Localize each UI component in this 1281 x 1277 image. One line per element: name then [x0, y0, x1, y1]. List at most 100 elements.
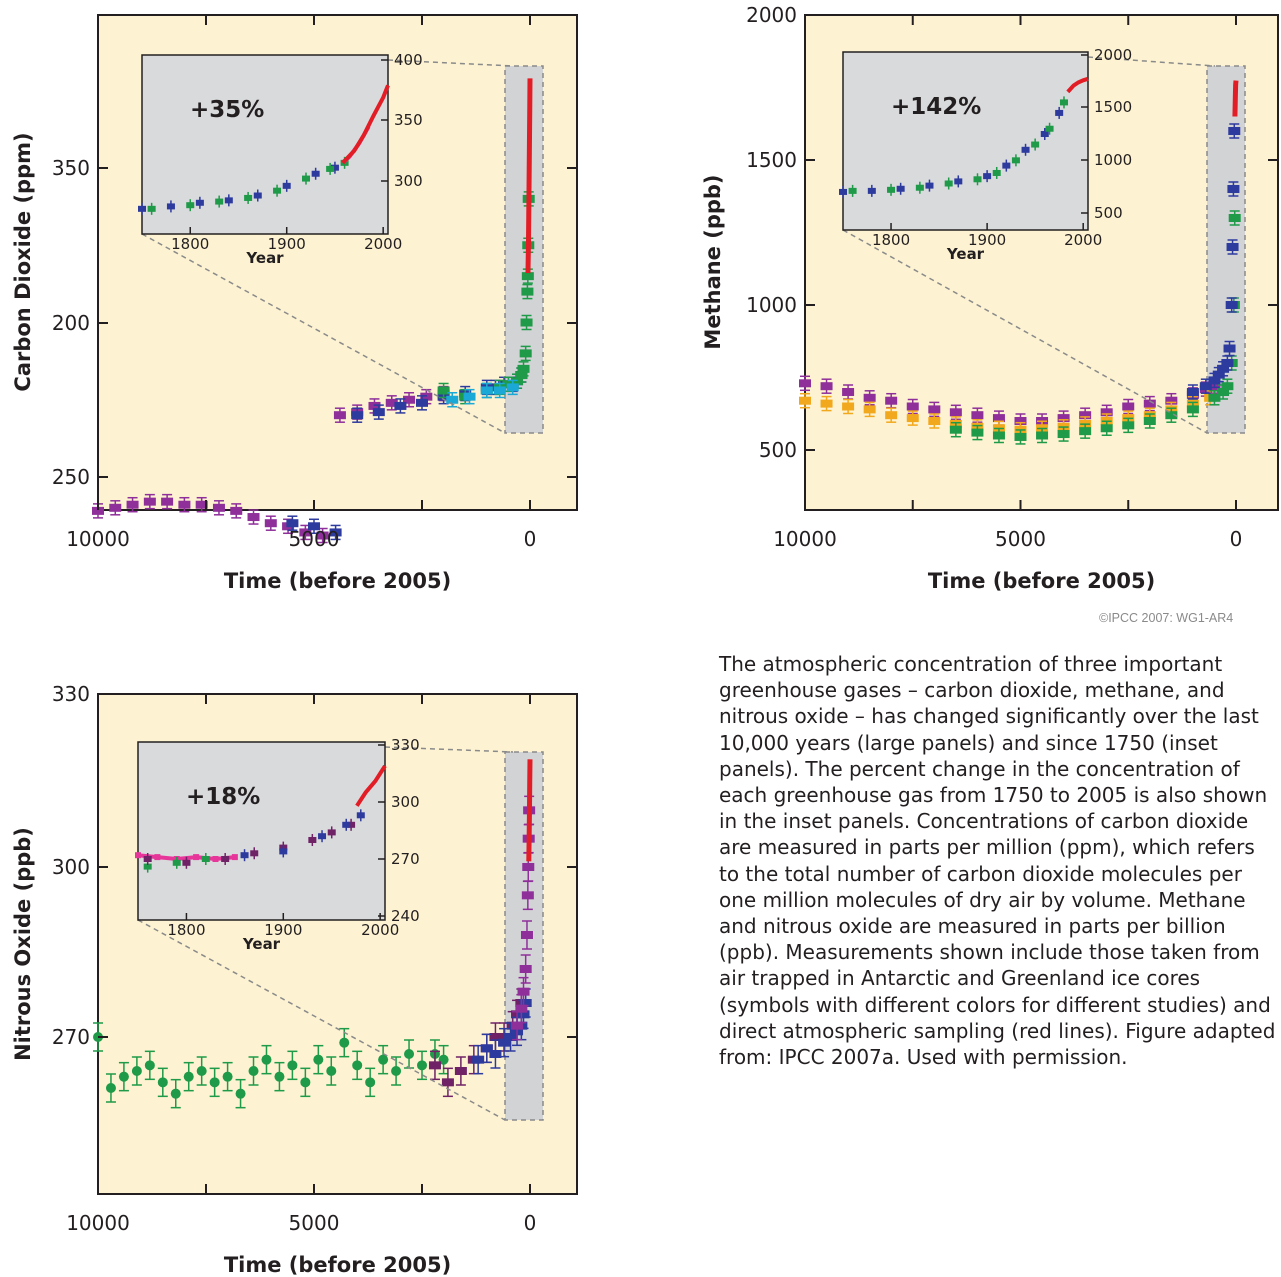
- inset-data-point: [221, 856, 230, 862]
- inset-data-point: [992, 169, 1001, 176]
- inset-data-point: [330, 164, 339, 171]
- inset-plot-area: [137, 741, 386, 921]
- inset-data-point: [887, 186, 896, 193]
- data-point: [183, 1071, 194, 1082]
- data-point: [493, 386, 506, 395]
- data-point: [1165, 396, 1178, 405]
- data-point: [1036, 431, 1049, 440]
- inset-data-point: [848, 187, 857, 194]
- data-point: [235, 1088, 246, 1099]
- inset-data-point: [279, 848, 288, 855]
- data-point: [339, 1037, 350, 1048]
- inset-data-point: [867, 187, 876, 194]
- inset-data-point: [983, 173, 992, 180]
- data-point: [143, 497, 156, 506]
- inset-data-point: [1040, 131, 1049, 137]
- inset-data-point: [347, 821, 356, 828]
- data-point: [519, 965, 532, 973]
- data-point: [517, 987, 530, 996]
- inset-y-tick-label: 2000: [1094, 46, 1132, 64]
- data-point: [521, 891, 534, 900]
- x-tick-label: 10000: [66, 1211, 130, 1235]
- x-axis-title: Time (before 2005): [224, 1253, 451, 1277]
- inset-y-tick-label: 500: [1094, 204, 1123, 222]
- inset-y-tick-label: 1000: [1094, 151, 1132, 169]
- inset-data-point: [973, 176, 982, 183]
- inset-data-point: [327, 829, 336, 836]
- data-point: [1100, 424, 1113, 433]
- zoom-connector: [842, 229, 1208, 434]
- inset-data-point: [166, 203, 175, 210]
- data-point: [992, 414, 1005, 423]
- data-point: [329, 528, 342, 537]
- inset-data-point: [342, 821, 351, 828]
- chart-n2o: 10000 5000 0 270 300 330 Time (before 2005) Nit…: [11, 682, 578, 1277]
- inset-x-tick-label: 1800: [872, 231, 910, 249]
- data-point: [906, 414, 919, 423]
- inset-data-point: [954, 178, 963, 185]
- x-tick-label: 0: [524, 527, 537, 551]
- data-point: [131, 1066, 142, 1076]
- data-point: [394, 401, 407, 410]
- inset-y-tick-label: 270: [391, 850, 420, 868]
- data-point: [949, 408, 962, 417]
- inset-series-blue: [138, 161, 339, 215]
- data-point: [820, 382, 833, 391]
- data-point: [463, 392, 476, 401]
- data-point: [441, 1078, 454, 1087]
- data-point: [222, 1071, 233, 1082]
- data-point: [1014, 417, 1027, 425]
- data-point: [1100, 408, 1113, 417]
- data-point: [230, 506, 243, 515]
- inset-y-tick-label: 240: [391, 907, 420, 925]
- data-point: [1186, 388, 1199, 396]
- inset-data-point: [193, 854, 200, 861]
- inset-data-point: [915, 184, 924, 191]
- data-point: [1221, 359, 1234, 367]
- inset-data-point: [231, 854, 238, 861]
- y-tick-label: 1500: [746, 148, 797, 172]
- data-point: [287, 1060, 298, 1071]
- inset-plot-area: [141, 54, 389, 235]
- x-tick-label: 5000: [289, 1211, 340, 1235]
- inset-n2o: 1800 1900 2000 330 300 270 240 Year +18%: [135, 736, 514, 1121]
- inset-series-line: [341, 84, 390, 165]
- inset-data-point: [839, 188, 847, 195]
- inset-data-point: [186, 202, 195, 209]
- data-point: [144, 1060, 155, 1071]
- inset-y-tick-label: 300: [394, 172, 423, 190]
- data-point: [428, 1061, 441, 1070]
- data-point: [157, 1077, 168, 1088]
- data-point: [161, 497, 174, 506]
- chart-ch4: 10000 5000 0 500 1000 1500 2000 Time (before 20…: [701, 3, 1279, 593]
- data-point: [170, 1088, 181, 1099]
- inset-data-point: [318, 833, 327, 840]
- data-point: [511, 1021, 524, 1030]
- series-line: [1232, 80, 1239, 117]
- y-tick-label: 250: [52, 465, 90, 489]
- copyright-credit: ©IPCC 2007: WG1-AR4: [1099, 611, 1234, 625]
- inset-data-point: [282, 182, 291, 189]
- percent-change-label: +142%: [891, 94, 981, 120]
- data-point: [519, 999, 532, 1007]
- data-point: [992, 431, 1005, 440]
- data-point: [446, 395, 459, 404]
- zoom-connector: [141, 233, 506, 434]
- inset-data-point: [147, 205, 156, 212]
- data-point: [480, 1044, 493, 1053]
- data-point: [1217, 364, 1230, 373]
- x-tick-label: 5000: [995, 527, 1046, 551]
- data-point: [404, 1049, 415, 1059]
- y-tick-label: 2000: [746, 3, 797, 27]
- inset-y-tick-label: 330: [391, 736, 420, 754]
- data-point: [1217, 388, 1230, 396]
- inset-data-point: [1031, 141, 1040, 148]
- data-point: [489, 1050, 502, 1058]
- inset-data-point: [896, 185, 905, 192]
- data-point: [248, 1066, 259, 1076]
- inset-series-green: [848, 96, 1068, 197]
- data-point: [437, 386, 450, 395]
- zoom-connector: [387, 59, 514, 67]
- data-point: [300, 1077, 311, 1088]
- inset-x-tick-label: 1800: [167, 921, 205, 939]
